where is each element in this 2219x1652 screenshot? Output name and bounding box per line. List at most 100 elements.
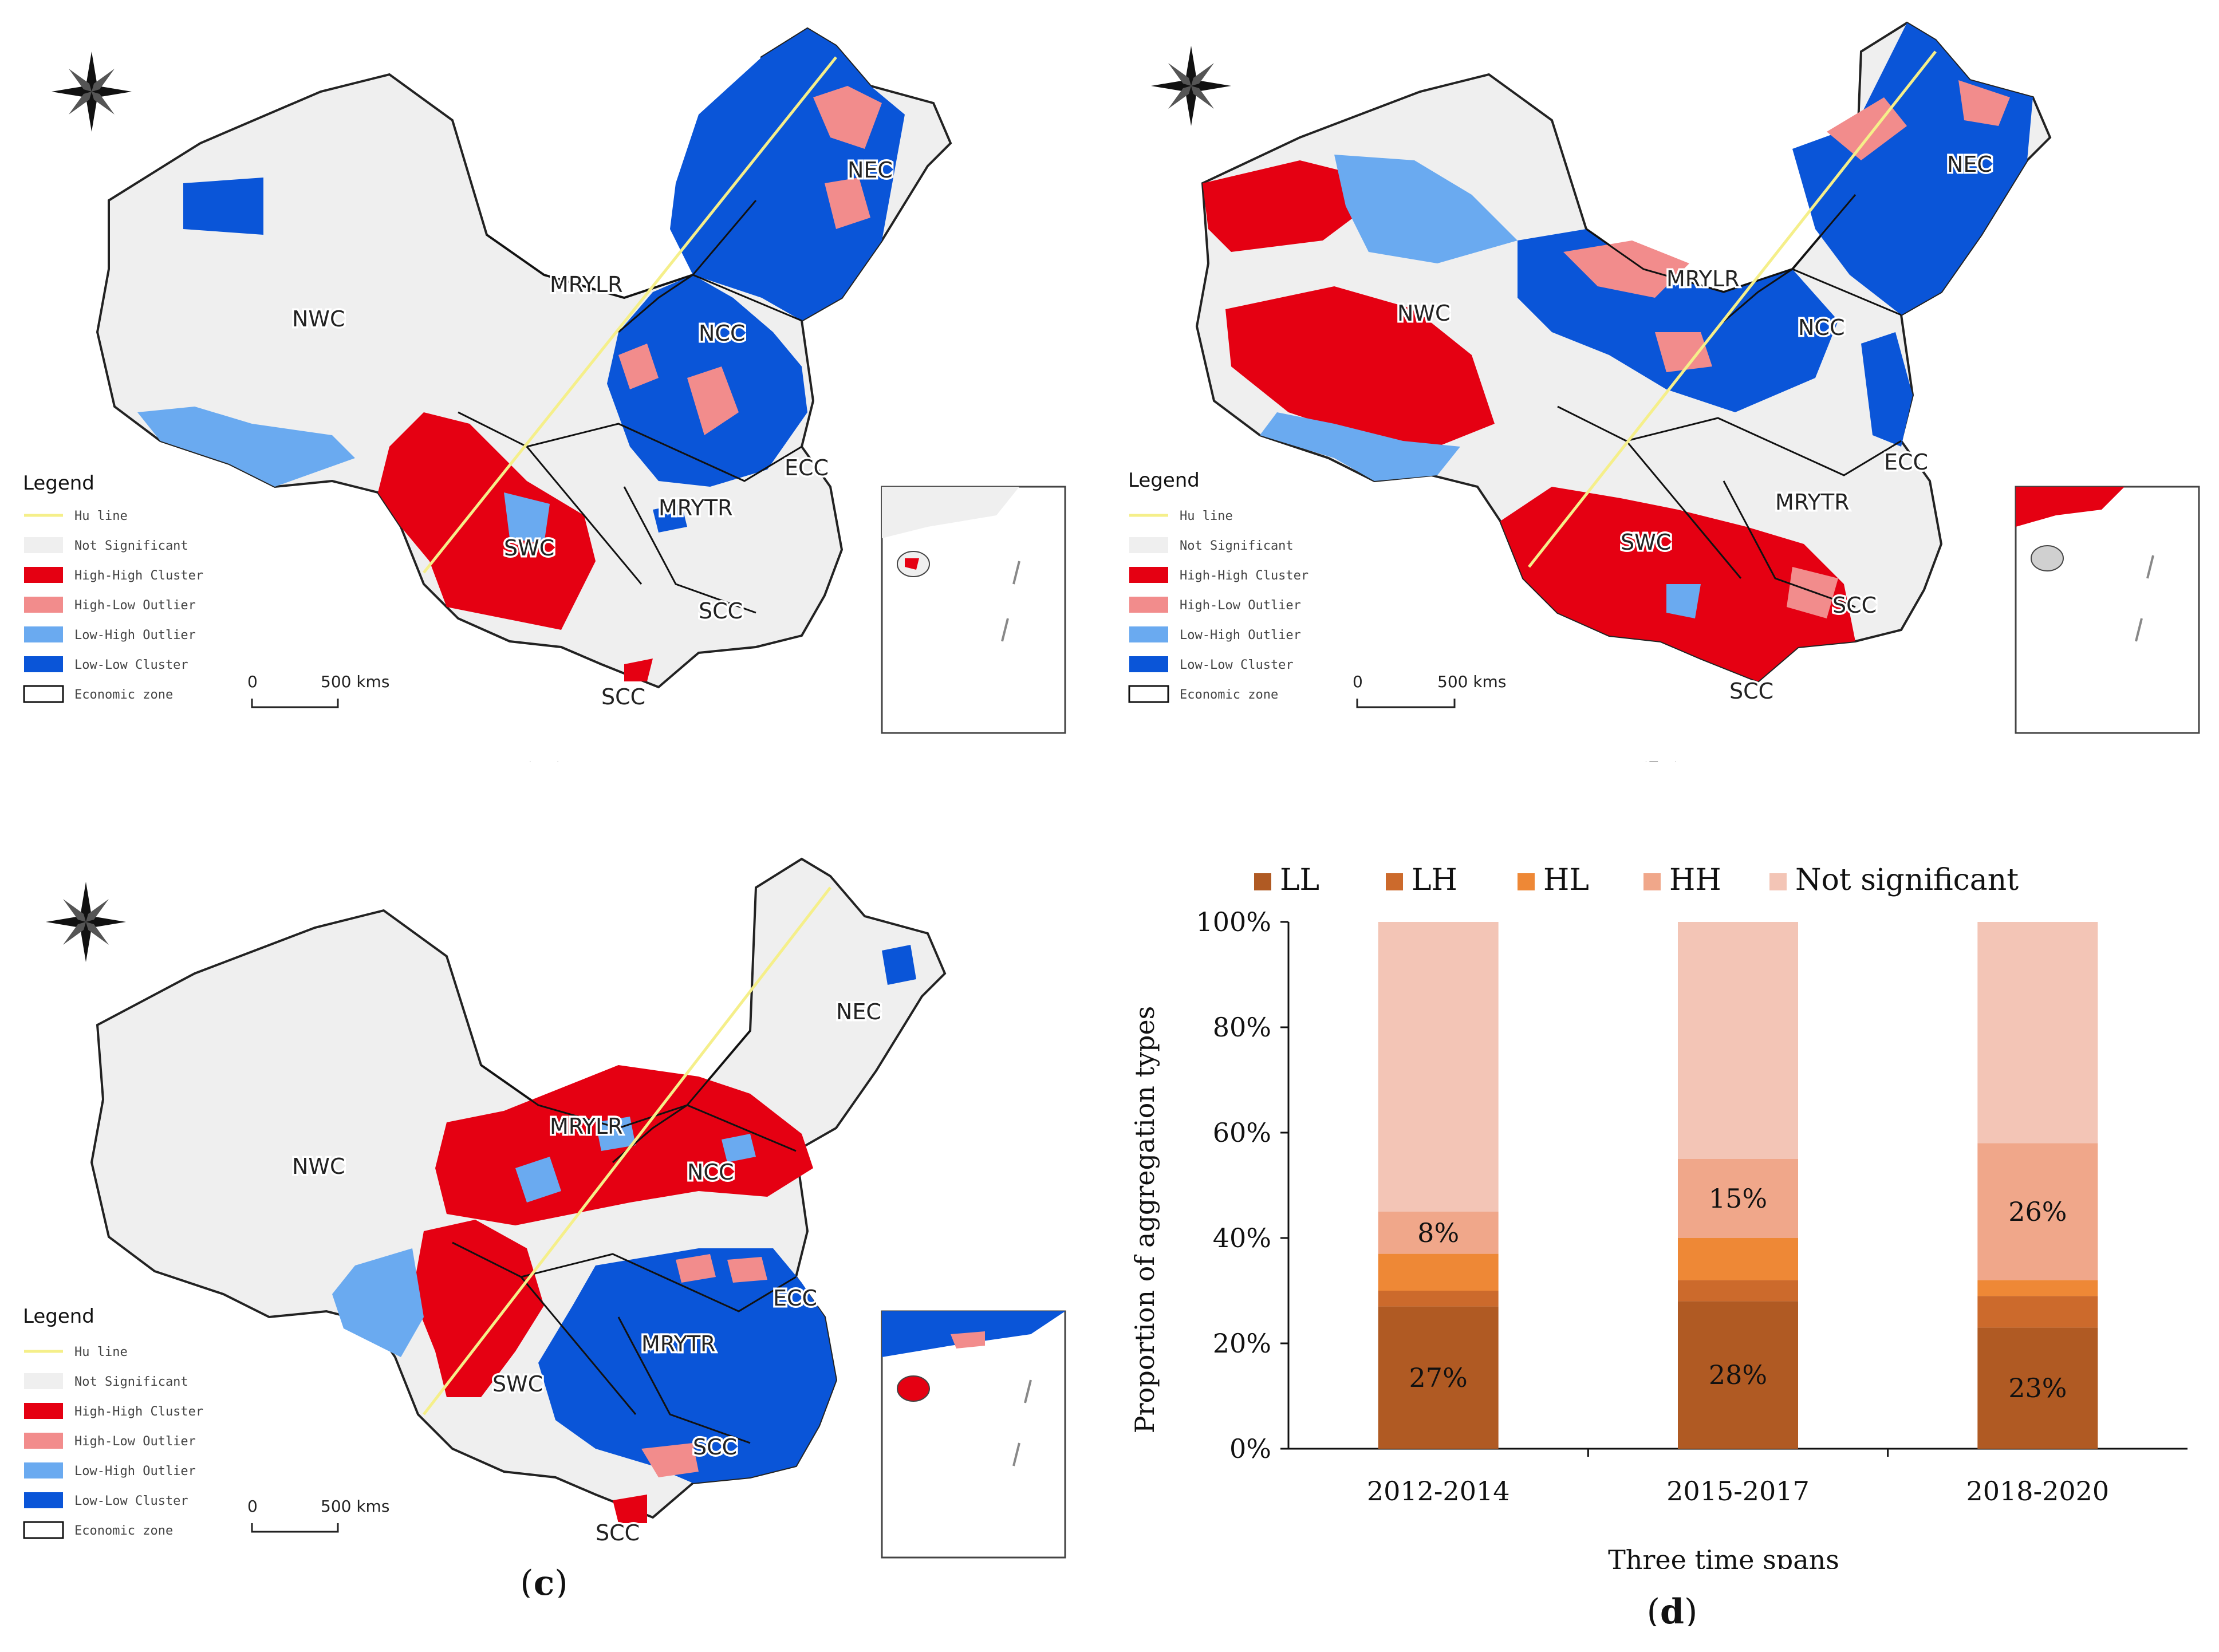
map-legend: Legend Hu line Not Significant High-High… (23, 1305, 203, 1539)
legend-low-high: Low-High Outlier (1180, 628, 1301, 642)
legend-low-high: Low-High Outlier (74, 1464, 196, 1478)
bar-label-ll: 23% (2008, 1373, 2067, 1403)
y-tick-label: 20% (1213, 1328, 1271, 1359)
clusters-c (332, 945, 916, 1523)
bar-segment-ns (1977, 922, 2098, 1144)
zone-label-scc-south: SCC (1729, 679, 1773, 704)
legend-swatch-hh (1643, 873, 1661, 890)
hu-line (1528, 50, 1937, 568)
caption-b: (b) (1603, 756, 1718, 762)
legend-low-low: Low-Low Cluster (74, 658, 188, 672)
bar-segment-hh (1977, 1143, 2098, 1280)
bar-segment-ns (1378, 922, 1499, 1212)
zone-label-mrytr: MRYTR (659, 495, 733, 521)
zone-label-ncc: NCC (699, 321, 746, 346)
stacked-bar-chart: LL LH HL HH Not significant 0% 20% 40% 60% 80% 10… (1129, 863, 2188, 1569)
south-china-sea-inset (2015, 486, 2200, 734)
legend-high-high: High-High Cluster (74, 1405, 203, 1419)
caption-a: (a) (487, 756, 601, 762)
zone-label-mrytr: MRYTR (641, 1331, 716, 1357)
legend-swatch-lh (1386, 873, 1403, 890)
x-tick-label: 2015-2017 (1666, 1476, 1810, 1507)
map-panel-c: NEC MRYLR NCC NWC ECC MRYTR SWC SCC SCC … (11, 847, 1077, 1598)
zone-label-scc-east: SCC (1832, 593, 1877, 618)
svg-text:0: 0 (247, 1497, 258, 1516)
scale-bar: 0 500 kms (247, 1497, 389, 1533)
zone-boundaries-a (458, 200, 802, 614)
bar-label-ll: 27% (1409, 1362, 1468, 1393)
zone-label-mrylr: MRYLR (550, 1114, 623, 1139)
bar-segment-ll (1678, 1301, 1798, 1449)
map-b: NEC MRYLR NCC NWC ECC MRYTR SWC SCC SCC … (1128, 21, 2200, 734)
south-china-sea-inset (881, 1310, 1066, 1559)
bar-segment-lh (1378, 1291, 1499, 1307)
bar-segment-lh (1977, 1296, 2098, 1328)
svg-text:500 kms: 500 kms (1437, 672, 1506, 691)
legend-high-high: High-High Cluster (74, 569, 203, 583)
x-axis-title: Three time spans (1608, 1544, 1839, 1569)
clusters-a (137, 29, 905, 681)
legend-low-low: Low-Low Cluster (74, 1494, 188, 1508)
zone-label-nec: NEC (836, 999, 881, 1024)
scale-bar: 0 500 kms (247, 672, 389, 708)
zone-label-mrytr: MRYTR (1775, 490, 1850, 515)
legend-title: Legend (23, 1305, 94, 1328)
zone-label-scc-south: SCC (596, 1520, 640, 1545)
bar-label-hh: 8% (1417, 1217, 1459, 1248)
svg-text:0: 0 (1353, 672, 1363, 691)
compass-icon (52, 52, 132, 132)
x-tick-label: 2012-2014 (1367, 1476, 1510, 1507)
legend-economic-zone: Economic zone (74, 1524, 173, 1538)
legend-low-high: Low-High Outlier (74, 628, 196, 642)
compass-icon (46, 882, 126, 962)
map-c: NEC MRYLR NCC NWC ECC MRYTR SWC SCC SCC … (23, 857, 1066, 1559)
chart-panel-d: LL LH HL HH Not significant 0% 20% 40% 60% 80% 10… (1117, 825, 2205, 1626)
zone-label-swc: SWC (1621, 530, 1671, 555)
compass-icon (1151, 46, 1231, 126)
legend-title: Legend (1128, 469, 1200, 492)
zone-label-mrylr: MRYLR (1666, 266, 1740, 291)
south-china-sea-inset (881, 486, 1066, 734)
bar-segment-hl (1977, 1280, 2098, 1296)
legend-high-low: High-Low Outlier (74, 1434, 196, 1449)
legend-swatch-ll (1254, 873, 1271, 890)
legend-high-low: High-Low Outlier (74, 598, 196, 613)
legend-label-ns: Not significant (1795, 863, 2019, 897)
map-legend: Legend Hu line Not Significant High-High… (1128, 469, 1308, 703)
caption-d: (d) (1646, 1592, 1698, 1626)
zone-label-scc-east: SCC (699, 598, 743, 624)
clusters-b (1203, 23, 2033, 681)
zone-label-swc: SWC (492, 1371, 543, 1397)
y-tick-label: 40% (1213, 1223, 1271, 1253)
legend-label-lh: LH (1412, 863, 1457, 897)
bar-segment-lh (1678, 1280, 1798, 1302)
zone-label-ncc: NCC (687, 1160, 734, 1185)
svg-text:500 kms: 500 kms (321, 1497, 389, 1516)
bar-label-hh: 26% (2008, 1196, 2067, 1227)
hu-line (423, 886, 831, 1416)
legend-label-ll: LL (1280, 863, 1319, 897)
y-tick-label: 80% (1213, 1012, 1271, 1043)
bar-segment-ns (1678, 922, 1798, 1159)
zone-label-nwc: NWC (1397, 301, 1451, 326)
map-a: NEC MRYLR NCC NWC ECC MRYTR SWC SCC SCC … (23, 27, 1066, 734)
zone-label-mrylr: MRYLR (550, 272, 623, 297)
map-panel-a: NEC MRYLR NCC NWC ECC MRYTR SWC SCC SCC … (11, 11, 1077, 762)
zone-boundaries-b (1557, 194, 1902, 608)
bar-segment-hl (1378, 1253, 1499, 1291)
legend-title: Legend (23, 472, 94, 495)
bar-segment-hh (1678, 1159, 1798, 1238)
zone-label-ecc: ECC (773, 1286, 817, 1311)
zone-label-ecc: ECC (1884, 450, 1928, 475)
legend-high-low: High-Low Outlier (1180, 598, 1301, 613)
bar-segment-hl (1678, 1238, 1798, 1280)
legend-hu-line: Hu line (74, 1345, 128, 1359)
legend-not-significant: Not Significant (74, 1375, 188, 1389)
y-tick-label: 60% (1213, 1117, 1271, 1148)
scale-bar: 0 500 kms (1353, 672, 1506, 708)
legend-not-significant: Not Significant (74, 539, 188, 553)
caption-c: (c) (520, 1563, 568, 1598)
x-tick-label: 2018-2020 (1966, 1476, 2109, 1507)
legend-hu-line: Hu line (74, 509, 128, 523)
legend-swatch-hl (1518, 873, 1535, 890)
